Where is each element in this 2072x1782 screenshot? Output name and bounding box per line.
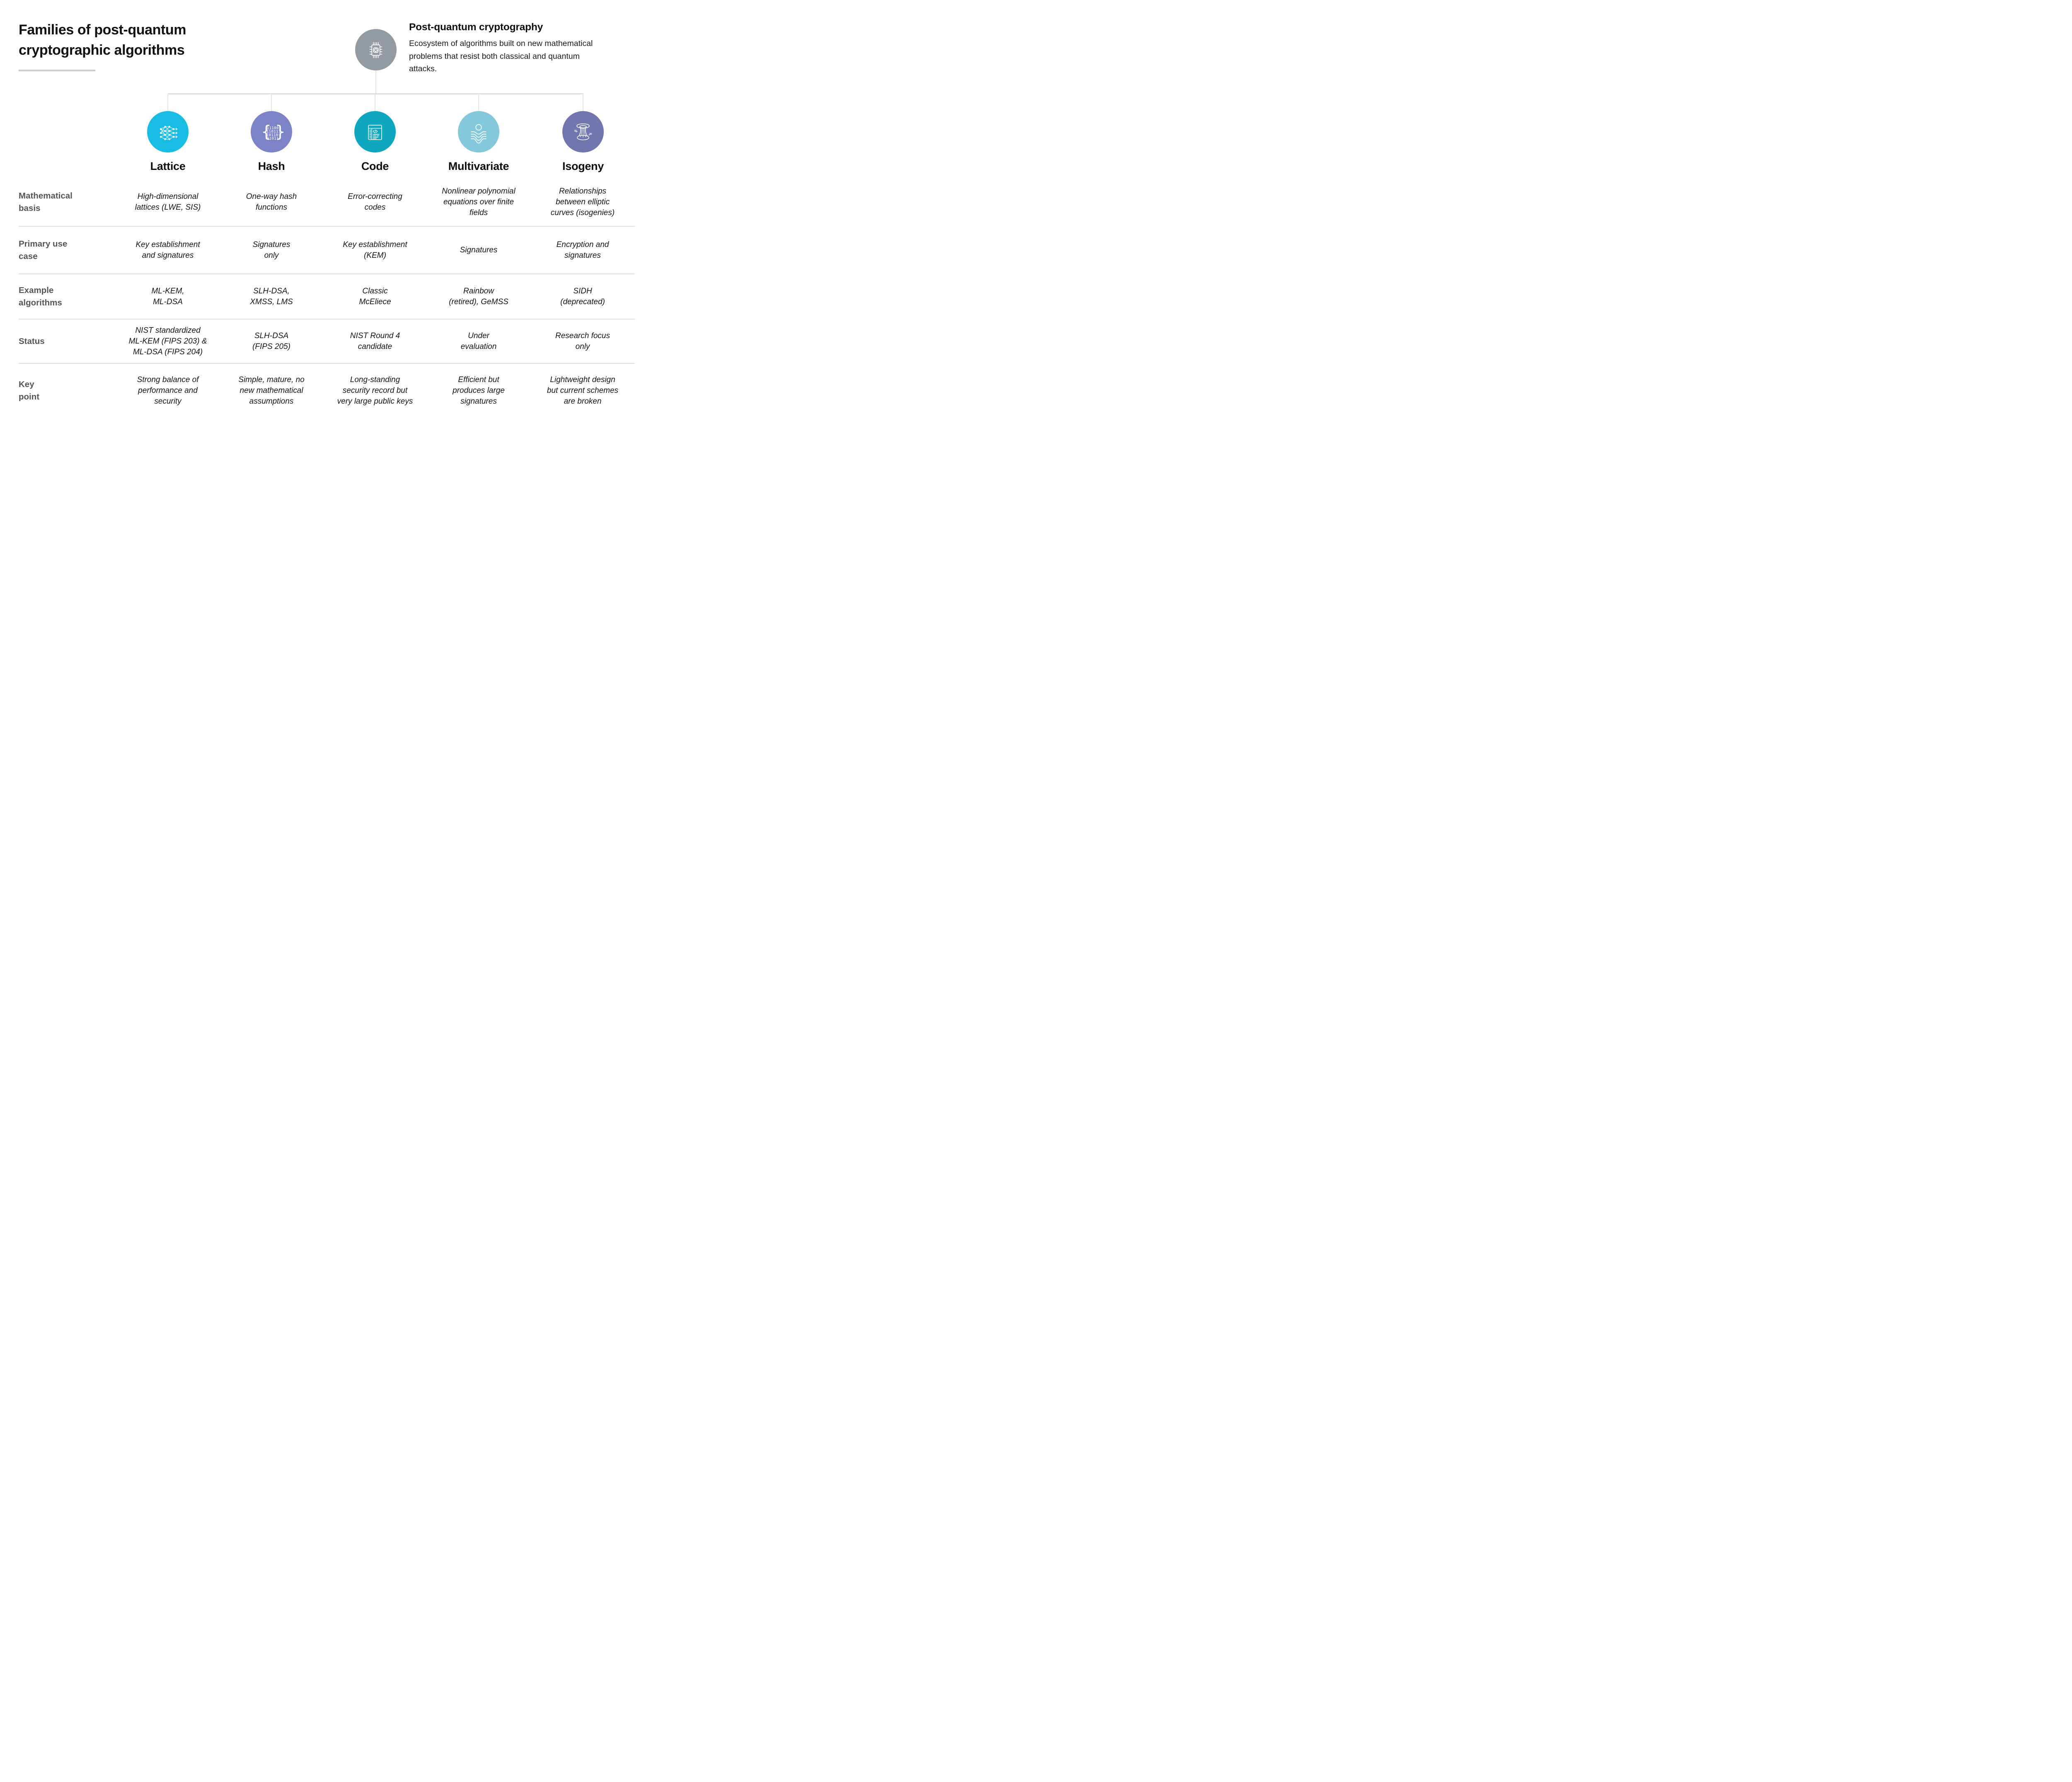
family-label-lattice: Lattice	[150, 160, 186, 172]
svg-text:10110: 10110	[266, 133, 278, 137]
cell-isogeny: Lightweight design but current schemes a…	[547, 375, 619, 406]
cell-code: Key establishment (KEM)	[343, 240, 407, 260]
svg-text:01011: 01011	[267, 137, 279, 141]
cell-lattice: High-dimensional lattices (LWE, SIS)	[135, 192, 201, 212]
family-circle-isogeny	[562, 111, 604, 153]
lattice-network-icon	[155, 119, 180, 144]
family-circle-lattice	[147, 111, 189, 153]
code-window-icon	[363, 119, 387, 144]
post-quantum-hero-circle	[355, 29, 397, 70]
cell-isogeny: SIDH (deprecated)	[560, 286, 605, 306]
comparison-table: Mathematical basis High-dimensional latt…	[19, 178, 635, 414]
table-row-primary-use-case: Primary use case Key establishment and s…	[19, 227, 635, 274]
family-circle-multivariate	[458, 111, 499, 153]
connector-stub-multivariate	[478, 94, 479, 111]
cell-multivariate: Under evaluation	[460, 331, 497, 351]
row-label: Primary use case	[19, 239, 68, 261]
torus-warp-icon	[571, 119, 595, 144]
cell-code: NIST Round 4 candidate	[350, 331, 400, 351]
family-label-hash: Hash	[258, 160, 285, 172]
family-circle-code	[354, 111, 396, 153]
page-title: Families of post-quantum cryptographic a…	[19, 22, 186, 58]
table-row-key-point: Key point Strong balance of performance …	[19, 364, 635, 414]
cell-hash: One-way hash functions	[246, 192, 297, 212]
table-row-example-algorithms: Example algorithms ML-KEM, ML-DSA SLH-DS…	[19, 274, 635, 320]
svg-text:{: {	[261, 122, 271, 141]
cell-isogeny: Encryption and signatures	[556, 240, 609, 260]
quantum-chip-icon	[363, 37, 389, 63]
title-underline-bar	[19, 70, 95, 71]
field-lines-icon	[466, 119, 491, 144]
cell-code: Long-standing security record but very l…	[337, 375, 413, 406]
cell-isogeny: Research focus only	[555, 331, 610, 351]
cell-isogeny: Relationships between elliptic curves (i…	[550, 186, 615, 217]
cell-hash: SLH-DSA, XMSS, LMS	[250, 286, 293, 306]
connector-horizontal-line	[168, 93, 583, 94]
connector-root-line	[375, 70, 376, 94]
cell-hash: SLH-DSA (FIPS 205)	[252, 331, 290, 351]
cell-lattice: Strong balance of performance and securi…	[137, 375, 199, 406]
cell-lattice: Key establishment and signatures	[136, 240, 200, 260]
family-label-isogeny: Isogeny	[562, 160, 604, 172]
cell-multivariate: Nonlinear polynomial equations over fini…	[442, 186, 516, 217]
infographic-canvas: Families of post-quantum cryptographic a…	[0, 0, 641, 414]
row-label: Status	[19, 336, 45, 346]
cell-lattice: ML-KEM, ML-DSA	[151, 286, 184, 306]
cell-hash: Signatures only	[252, 240, 290, 260]
family-label-multivariate: Multivariate	[448, 160, 509, 172]
hero-title: Post-quantum cryptography	[409, 22, 543, 33]
cell-hash: Simple, mature, no new mathematical assu…	[238, 375, 305, 406]
cell-code: Error-correcting codes	[348, 192, 402, 212]
connector-stub-lattice	[167, 94, 168, 111]
connector-stub-hash	[271, 94, 272, 111]
row-label: Mathematical basis	[19, 191, 73, 213]
hero-description: Ecosystem of algorithms built on new mat…	[409, 39, 593, 73]
svg-text:}: }	[275, 122, 284, 141]
cell-multivariate: Rainbow (retired), GeMSS	[449, 286, 508, 306]
cell-lattice: NIST standardized ML-KEM (FIPS 203) & ML…	[128, 326, 207, 356]
binary-braces-icon: { } 11100 110111 10110 01011	[259, 119, 284, 144]
svg-text:110111: 110111	[266, 130, 281, 134]
svg-text:11100: 11100	[267, 126, 279, 130]
table-row-status: Status NIST standardized ML-KEM (FIPS 20…	[19, 320, 635, 364]
family-circle-hash: { } 11100 110111 10110 01011	[251, 111, 292, 153]
row-label: Example algorithms	[19, 285, 62, 307]
row-label: Key point	[19, 380, 40, 402]
family-label-code: Code	[361, 160, 389, 172]
cell-multivariate: Signatures	[460, 245, 498, 254]
table-row-mathematical-basis: Mathematical basis High-dimensional latt…	[19, 178, 635, 227]
cell-multivariate: Efficient but produces large signatures	[453, 375, 505, 406]
cell-code: Classic McEliece	[359, 286, 391, 306]
